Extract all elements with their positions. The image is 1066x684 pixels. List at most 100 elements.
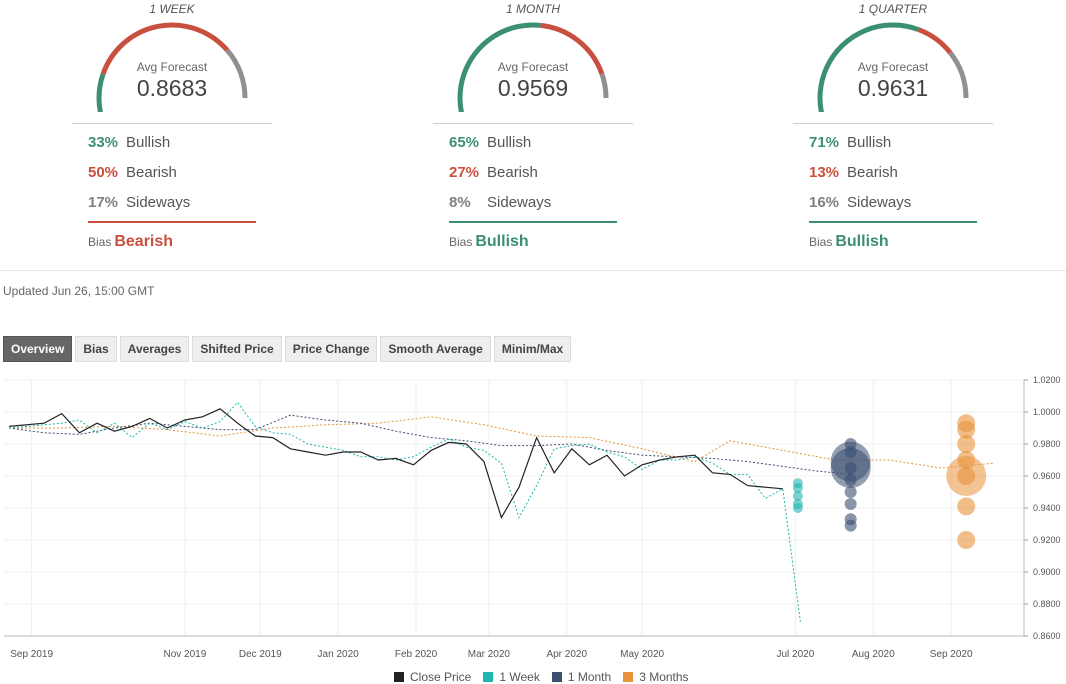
legend-swatch: [394, 672, 404, 682]
y-tick-label: 1.0000: [1033, 407, 1061, 417]
bearish-stat: 13% Bearish: [809, 164, 898, 181]
forecast-bubble[interactable]: [844, 462, 857, 474]
forecast-bubble[interactable]: [844, 446, 857, 458]
x-tick-label: Jul 2020: [776, 649, 814, 660]
bullish-stat: 71% Bullish: [809, 134, 891, 151]
y-tick-label: 0.8600: [1033, 631, 1061, 641]
x-tick-label: Apr 2020: [546, 649, 587, 660]
forecast-bubble[interactable]: [792, 503, 803, 513]
tab-bias[interactable]: Bias: [75, 336, 117, 362]
tab-overview[interactable]: Overview: [3, 336, 73, 362]
legend-label: Close Price: [410, 670, 472, 684]
bearish-label: Bearish: [847, 164, 898, 181]
tab-smooth-average[interactable]: Smooth Average: [380, 336, 491, 362]
x-tick-label: Sep 2019: [10, 649, 53, 660]
bias: Bias Bullish: [449, 233, 529, 251]
x-tick-label: Aug 2020: [852, 649, 895, 660]
bias-rule: [88, 221, 256, 223]
gauge-arc-bearish: [917, 27, 953, 55]
bias-rule: [809, 221, 977, 223]
bullish-label: Bullish: [847, 134, 892, 151]
avg-forecast-label: Avg Forecast: [857, 60, 929, 74]
forecast-bubble[interactable]: [957, 531, 976, 549]
bearish-stat: 27% Bearish: [449, 164, 538, 181]
forecast-bubble[interactable]: [792, 491, 803, 501]
avg-forecast-label: Avg Forecast: [136, 60, 208, 74]
legend-item-1-month[interactable]: 1 Month: [551, 670, 611, 684]
sideways-label: Sideways: [126, 194, 191, 211]
bearish-stat: 50% Bearish: [88, 164, 177, 181]
sideways-percent: 8%: [449, 194, 471, 211]
forecast-panel-1-week: 1 WEEK Avg Forecast 0.8683 33% Bullish 50…: [0, 0, 360, 265]
gauge-arc-sideways: [948, 51, 969, 99]
legend-item-close-price[interactable]: Close Price: [394, 670, 471, 684]
series-line-3-months: [9, 416, 994, 469]
tab-price-change[interactable]: Price Change: [284, 336, 378, 362]
legend-item-3-months[interactable]: 3 Months: [623, 670, 689, 684]
bullish-percent: 71%: [809, 134, 840, 151]
sideways-percent: 17%: [88, 194, 119, 211]
bullish-percent: 33%: [88, 134, 119, 151]
period-title: 1 MONTH: [506, 2, 560, 16]
sideways-stat: 16% Sideways: [809, 194, 911, 211]
bias-label: Bias: [88, 235, 112, 249]
y-tick-label: 0.9000: [1033, 567, 1061, 577]
x-tick-label: May 2020: [620, 649, 664, 660]
legend-swatch: [483, 672, 494, 682]
bias-label: Bias: [809, 235, 833, 249]
forecast-bubble[interactable]: [844, 519, 857, 532]
forecast-bubble[interactable]: [957, 435, 976, 453]
x-tick-label: Feb 2020: [395, 649, 438, 660]
bullish-stat: 33% Bullish: [88, 134, 170, 151]
y-tick-label: 0.8800: [1033, 599, 1061, 609]
forecast-bubble[interactable]: [844, 498, 857, 510]
divider: [72, 123, 272, 124]
tab-shifted-price[interactable]: Shifted Price: [192, 336, 282, 362]
gauge-arc-bullish: [817, 22, 920, 112]
bearish-percent: 13%: [809, 164, 840, 181]
bearish-label: Bearish: [487, 164, 538, 181]
tab-averages[interactable]: Averages: [119, 336, 190, 362]
bullish-percent: 65%: [449, 134, 480, 151]
gauge-arc-bullish: [96, 73, 106, 112]
series-line-1-month: [8, 414, 854, 475]
gauge-arc-sideways: [599, 73, 609, 99]
forecast-bubble[interactable]: [957, 451, 976, 469]
forecast-bubble[interactable]: [957, 420, 976, 439]
forecast-bubble[interactable]: [844, 486, 857, 498]
bearish-percent: 50%: [88, 164, 119, 181]
divider: [793, 123, 993, 124]
sideways-percent: 16%: [809, 194, 840, 211]
y-tick-label: 1.0200: [1033, 375, 1061, 385]
sideways-stat: 8% Sideways: [449, 194, 551, 211]
y-tick-label: 0.9600: [1033, 471, 1061, 481]
updated-timestamp: Updated Jun 26, 15:00 GMT: [3, 284, 155, 298]
gauge-arc-sideways: [225, 48, 248, 99]
bias-value: Bearish: [114, 233, 174, 250]
avg-forecast-label: Avg Forecast: [497, 60, 569, 74]
sideways-stat: 17% Sideways: [88, 194, 190, 211]
chart-tabs: Overview Bias Averages Shifted Price Price C…: [3, 336, 574, 362]
sideways-label: Sideways: [487, 194, 552, 211]
sideways-label: Sideways: [847, 194, 912, 211]
bullish-label: Bullish: [126, 134, 171, 151]
forecast-gauge: [96, 22, 248, 112]
bias: Bias Bearish: [88, 233, 173, 251]
tab-minim-max[interactable]: Minim/Max: [493, 336, 572, 362]
forecast-chart: Sep 2019 Nov 2019 Dec 2019 Jan 2020 Feb 2020…: [4, 375, 1061, 660]
forecast-bubble[interactable]: [957, 497, 976, 516]
legend-item-1-week[interactable]: 1 Week: [483, 670, 540, 684]
y-tick-label: 0.9200: [1033, 535, 1061, 545]
x-tick-label: Jan 2020: [318, 649, 360, 660]
legend-label: 3 Months: [639, 670, 689, 684]
forecast-bubble[interactable]: [957, 467, 976, 485]
forecast-bubble[interactable]: [792, 483, 803, 493]
bullish-label: Bullish: [487, 134, 532, 151]
avg-forecast-value: 0.9631: [857, 75, 929, 101]
avg-forecast-value: 0.8683: [136, 75, 208, 101]
series-line-close-price: [8, 408, 783, 520]
forecast-gauge: [817, 22, 969, 112]
avg-forecast-value: 0.9569: [497, 75, 569, 101]
x-tick-label: Dec 2019: [239, 649, 282, 660]
forecast-bubble[interactable]: [844, 474, 857, 486]
